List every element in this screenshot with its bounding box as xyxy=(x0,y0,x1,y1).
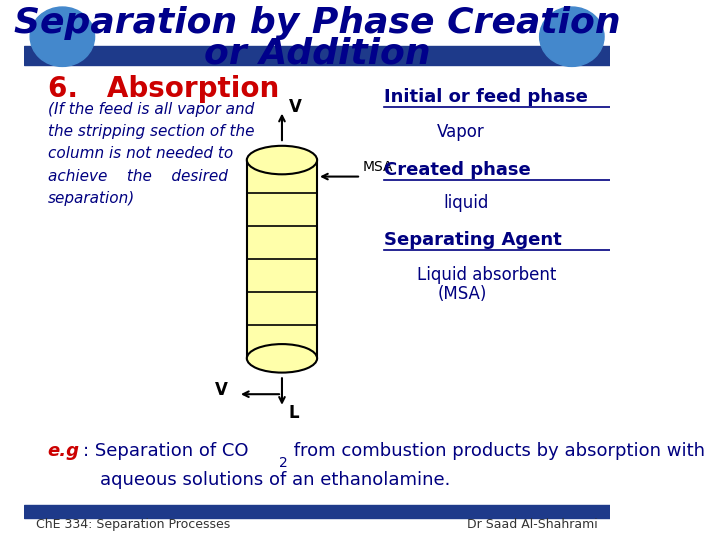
Text: : Separation of CO: : Separation of CO xyxy=(83,442,248,460)
Text: V: V xyxy=(215,381,228,399)
Text: from combustion products by absorption with: from combustion products by absorption w… xyxy=(288,442,705,460)
Bar xyxy=(24,46,610,65)
Text: e.g: e.g xyxy=(48,442,80,460)
Text: L: L xyxy=(289,404,300,422)
Text: or Addition: or Addition xyxy=(204,37,431,71)
Text: Separating Agent: Separating Agent xyxy=(384,231,562,249)
Text: V: V xyxy=(289,98,302,116)
Circle shape xyxy=(539,7,604,66)
Text: Dr Saad Al-Shahrami: Dr Saad Al-Shahrami xyxy=(467,518,598,531)
Text: Separation by Phase Creation: Separation by Phase Creation xyxy=(14,6,621,39)
FancyBboxPatch shape xyxy=(247,160,317,359)
Text: Created phase: Created phase xyxy=(384,161,531,179)
Text: ChE 334: Separation Processes: ChE 334: Separation Processes xyxy=(36,518,230,531)
Text: Liquid absorbent: Liquid absorbent xyxy=(417,266,556,285)
Bar xyxy=(24,505,610,518)
Text: (If the feed is all vapor and
the stripping section of the
column is not needed : (If the feed is all vapor and the stripp… xyxy=(48,102,254,206)
Text: Vapor: Vapor xyxy=(437,123,485,141)
Text: MSA: MSA xyxy=(363,160,393,174)
Text: 6.   Absorption: 6. Absorption xyxy=(48,75,279,103)
Text: aqueous solutions of an ethanolamine.: aqueous solutions of an ethanolamine. xyxy=(100,470,451,489)
Ellipse shape xyxy=(247,146,317,174)
Circle shape xyxy=(30,7,94,66)
Text: (MSA): (MSA) xyxy=(437,285,487,303)
Text: Initial or feed phase: Initial or feed phase xyxy=(384,88,588,106)
Text: 2: 2 xyxy=(279,456,288,470)
Ellipse shape xyxy=(247,344,317,373)
Text: liquid: liquid xyxy=(443,193,488,212)
